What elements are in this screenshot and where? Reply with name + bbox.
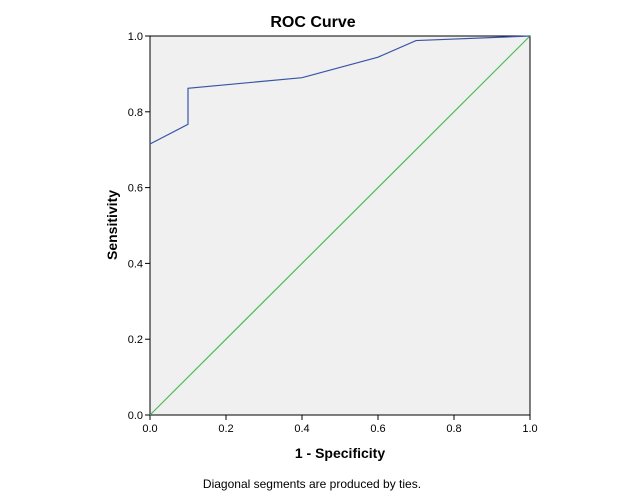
footnote: Diagonal segments are produced by ties. bbox=[203, 477, 421, 491]
series-layer bbox=[149, 35, 531, 416]
reference-diagonal-line bbox=[149, 35, 531, 416]
x-tick-label: 0.4 bbox=[294, 423, 309, 435]
y-axis-label: Sensitivity bbox=[104, 190, 120, 260]
x-tick-label: 0.0 bbox=[142, 423, 157, 435]
x-tick-label: 0.8 bbox=[446, 423, 461, 435]
y-tick-label: 0.2 bbox=[128, 334, 143, 346]
y-tick-label: 0.0 bbox=[128, 410, 143, 422]
y-tick-label: 0.4 bbox=[128, 258, 143, 270]
y-tick-label: 0.8 bbox=[128, 107, 143, 119]
x-axis-label: 1 - Specificity bbox=[295, 445, 385, 461]
x-tick-label: 1.0 bbox=[522, 423, 537, 435]
y-tick-label: 0.6 bbox=[128, 183, 143, 195]
x-tick-label: 0.6 bbox=[370, 423, 385, 435]
roc-curve-line bbox=[149, 35, 531, 145]
y-tick-label: 1.0 bbox=[128, 31, 143, 43]
chart-title: ROC Curve bbox=[270, 14, 355, 31]
x-tick-label: 0.2 bbox=[218, 423, 233, 435]
axes: 0.0 0.2 0.4 0.6 0.8 1.0 0.0 0.2 0.4 0.6 0.8 1.0 bbox=[128, 31, 538, 435]
